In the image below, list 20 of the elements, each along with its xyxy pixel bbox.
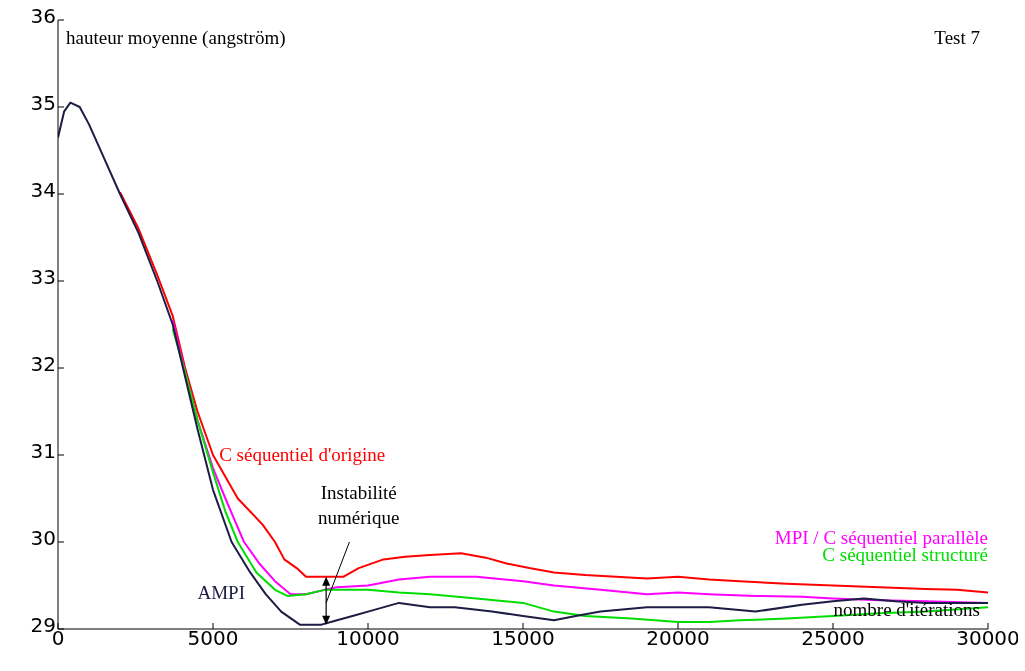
y-tick-label: 34 <box>30 178 56 203</box>
annotation: Instabilité numérique <box>318 481 400 528</box>
y-tick-label: 36 <box>30 4 56 29</box>
x-tick-label: 20000 <box>646 626 710 651</box>
text: MPI / C séquentiel parallèle <box>774 526 988 548</box>
x-tick-label: 15000 <box>491 626 555 651</box>
x-tick-label: 5000 <box>187 626 239 651</box>
series-label: AMPI <box>197 581 246 603</box>
y-axis-title: hauteur moyenne (angström) <box>66 27 286 49</box>
y-tick-label: 32 <box>30 352 56 377</box>
x-tick-label: 30000 <box>956 626 1020 651</box>
series-label: C séquentiel d'origine <box>219 444 386 466</box>
annotation: Test 7 <box>934 27 980 48</box>
x-tick-label: 25000 <box>801 626 865 651</box>
y-tick-label: 33 <box>30 265 56 290</box>
x-tick-label: 10000 <box>336 626 400 651</box>
y-tick-label: 30 <box>30 526 56 551</box>
y-tick-label: 35 <box>30 91 56 116</box>
y-tick-label: 31 <box>30 439 56 464</box>
line-series <box>58 101 988 626</box>
